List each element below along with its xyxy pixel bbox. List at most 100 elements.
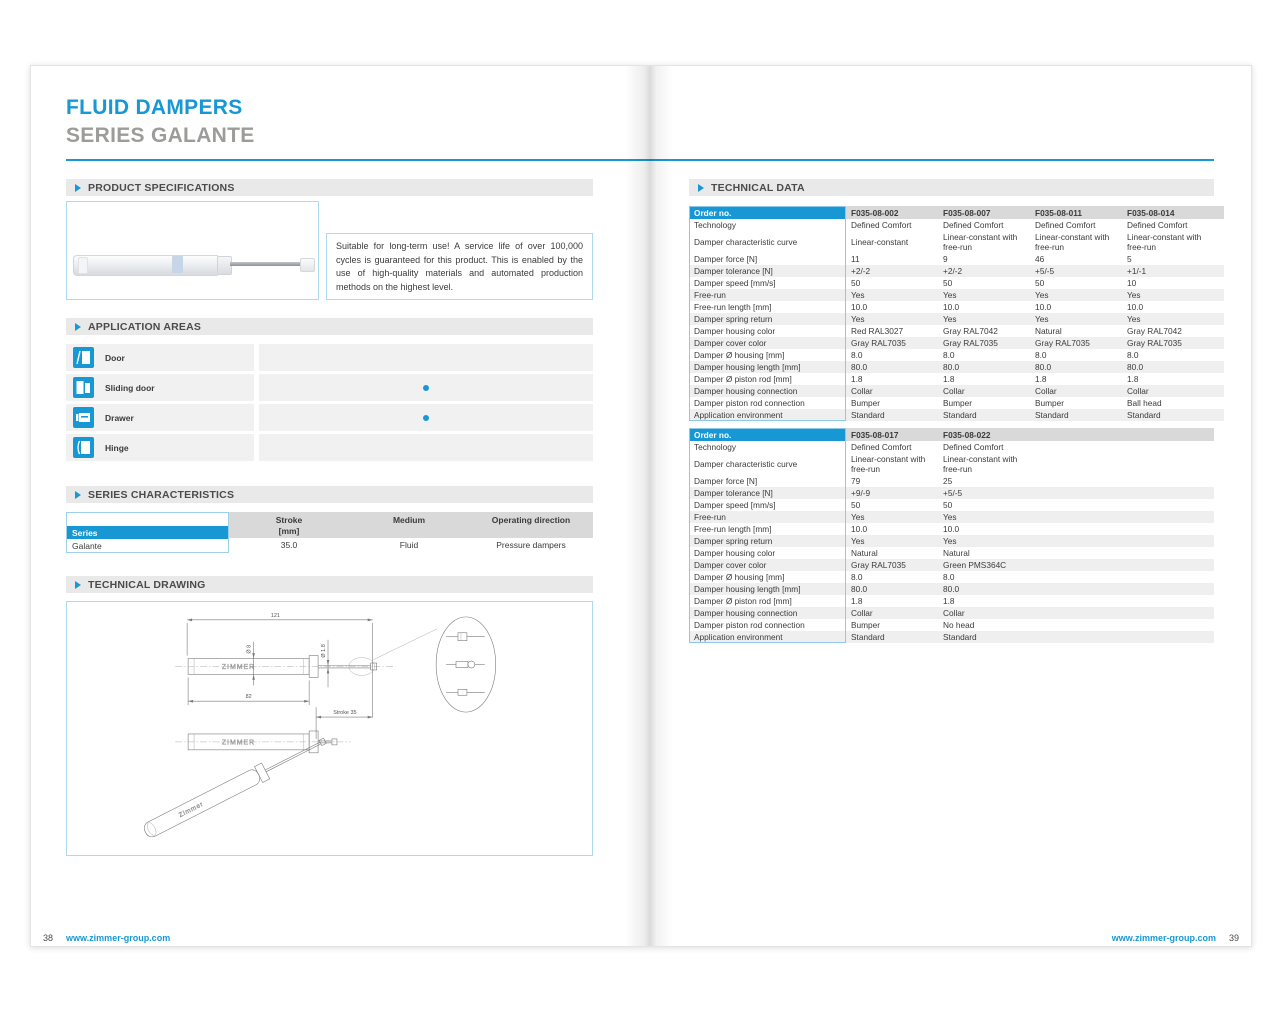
spec-value: Gray RAL7035 (846, 337, 938, 349)
spec-value: Yes (846, 289, 938, 301)
section-technical-drawing: TECHNICAL DRAWING (66, 576, 593, 593)
spec-value: Linear-constant with free-run (846, 453, 938, 475)
spec-value: Natural (1030, 325, 1122, 337)
spec-value: Gray RAL7035 (846, 559, 938, 571)
dim-stroke: Stroke 35 (333, 710, 356, 716)
row-filler (1030, 559, 1214, 571)
header-filler (1030, 428, 1214, 441)
row-filler (1214, 337, 1224, 349)
spec-value: Natural (938, 547, 1030, 559)
arrow-right-icon (75, 580, 81, 589)
spec-label: Free-run length [mm] (689, 301, 846, 313)
spec-value: 1.8 (846, 595, 938, 607)
spec-label: Damper force [N] (689, 475, 846, 487)
dim-body-length: 82 (246, 694, 252, 700)
spec-value: 1.8 (846, 373, 938, 385)
spec-label: Application environment (689, 631, 846, 643)
order-number: F035-08-007 (938, 206, 1030, 219)
spec-value: Collar (846, 607, 938, 619)
drawer-icon (73, 407, 94, 428)
spec-value: 25 (938, 475, 1030, 487)
spec-value: Yes (938, 535, 1030, 547)
page-number: 38 (43, 933, 54, 943)
column-header: Medium (349, 512, 469, 538)
spec-value: 46 (1030, 253, 1122, 265)
spec-label: Damper Ø housing [mm] (689, 349, 846, 361)
spec-value: Natural (846, 547, 938, 559)
application-area-indicator-cell (259, 404, 593, 431)
spec-value: Collar (938, 607, 1030, 619)
application-area-label: Sliding door (105, 382, 155, 393)
hinge-icon (73, 437, 94, 458)
isometric-view: Zimmer (143, 737, 327, 838)
application-area-label-cell: Drawer (66, 404, 254, 431)
spec-value: Bumper (938, 397, 1030, 409)
spec-value: Defined Comfort (846, 441, 938, 453)
spec-label: Damper cover color (689, 337, 846, 349)
spec-value: Yes (938, 289, 1030, 301)
spec-label: Damper piston rod connection (689, 397, 846, 409)
spec-value: 50 (1030, 277, 1122, 289)
spec-value: 10 (1122, 277, 1214, 289)
application-area-label-cell: Hinge (66, 434, 254, 461)
spec-value: 80.0 (1122, 361, 1214, 373)
section-label: TECHNICAL DATA (711, 181, 805, 194)
damper-piston-rod (230, 262, 300, 266)
row-filler (1030, 441, 1214, 453)
spec-value: Yes (1122, 313, 1214, 325)
spec-value: Yes (846, 535, 938, 547)
spec-label: Damper spring return (689, 535, 846, 547)
spec-value: +2/-2 (938, 265, 1030, 277)
section-product-specifications: PRODUCT SPECIFICATIONS (66, 179, 593, 196)
spec-label: Damper Ø housing [mm] (689, 571, 846, 583)
dim-housing-diameter: Ø 8 (247, 645, 253, 654)
spec-label: Damper spring return (689, 313, 846, 325)
row-filler (1214, 409, 1224, 421)
spec-label: Damper speed [mm/s] (689, 499, 846, 511)
application-area-label: Drawer (105, 412, 134, 423)
spec-label: Damper force [N] (689, 253, 846, 265)
spec-value: Linear-constant with free-run (1030, 231, 1122, 253)
application-area-row: Drawer (66, 404, 593, 431)
door-icon (73, 347, 94, 368)
spec-value: Defined Comfort (1122, 219, 1214, 231)
title-divider (66, 159, 1214, 161)
row-filler (1030, 619, 1214, 631)
spec-value: 1.8 (938, 595, 1030, 607)
spec-value: 79 (846, 475, 938, 487)
spec-label: Damper Ø piston rod [mm] (689, 595, 846, 607)
website-link[interactable]: www.zimmer-group.com (66, 933, 171, 943)
technical-drawing-box: 121 ZIMMER Ø 8 (66, 601, 593, 856)
page-gutter-shadow (625, 66, 673, 946)
website-link[interactable]: www.zimmer-group.com (1111, 933, 1216, 943)
spec-value: Standard (938, 631, 1030, 643)
sliding-door-icon (73, 377, 94, 398)
spec-value: 50 (846, 499, 938, 511)
spec-value: Yes (1030, 289, 1122, 301)
spec-value: Yes (1122, 289, 1214, 301)
spec-value: 10.0 (1122, 301, 1214, 313)
spec-value: 10.0 (938, 301, 1030, 313)
spec-value: Standard (846, 409, 938, 421)
order-no-header: Order no. (689, 206, 846, 219)
spec-value: Linear-constant with free-run (938, 453, 1030, 475)
row-filler (1030, 571, 1214, 583)
spec-value: 8.0 (1030, 349, 1122, 361)
spec-value: 80.0 (846, 583, 938, 595)
page-title: FLUID DAMPERS (66, 96, 243, 119)
spec-label: Free-run (689, 289, 846, 301)
section-label: APPLICATION AREAS (88, 320, 202, 333)
spec-value: 8.0 (1122, 349, 1214, 361)
column-value: Fluid (349, 538, 469, 552)
dim-rod-diameter: Ø 1.8 (321, 644, 327, 657)
spec-value: Defined Comfort (938, 441, 1030, 453)
spec-value: Linear-constant with free-run (1122, 231, 1214, 253)
order-number: F035-08-014 (1122, 206, 1214, 219)
spec-label: Damper tolerance [N] (689, 487, 846, 499)
spec-value: +5/-5 (938, 487, 1030, 499)
spec-label: Damper piston rod connection (689, 619, 846, 631)
spec-value: 1.8 (938, 373, 1030, 385)
row-filler (1214, 349, 1224, 361)
row-filler (1214, 277, 1224, 289)
series-name: Galante (67, 539, 228, 552)
